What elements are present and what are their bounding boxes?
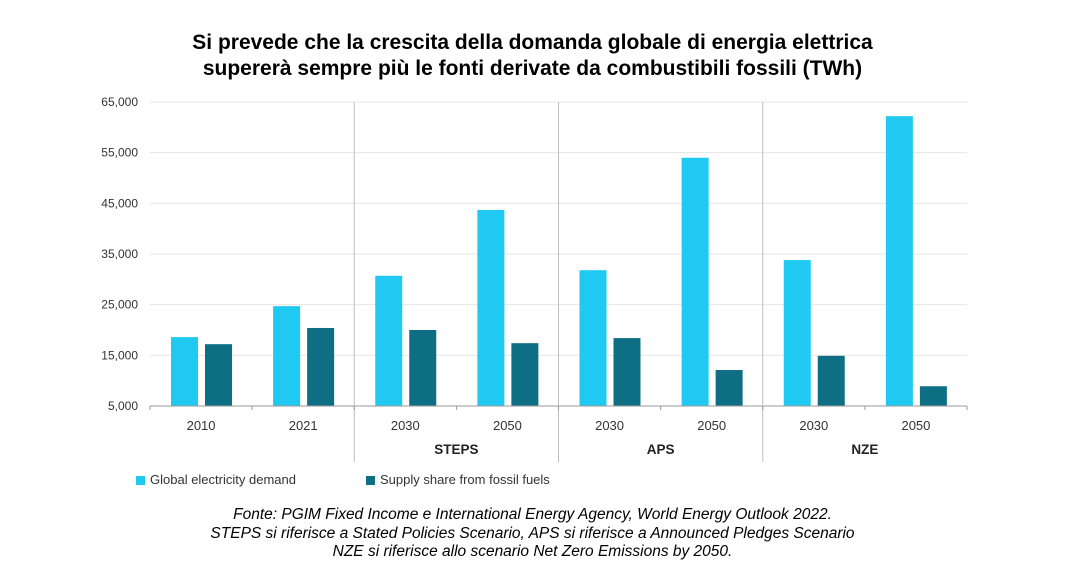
- bar-demand: [783, 260, 811, 406]
- legend-item-fossil: Supply share from fossil fuels: [366, 472, 550, 488]
- x-tick-label: 2050: [697, 418, 726, 433]
- legend-label: Global electricity demand: [150, 472, 296, 487]
- x-tick-label: 2030: [595, 418, 624, 433]
- y-tick-label: 15,000: [101, 348, 138, 362]
- bar-fossil: [817, 355, 845, 406]
- bar-demand: [885, 116, 913, 406]
- y-tick-label: 55,000: [101, 146, 138, 160]
- x-tick-label: 2021: [289, 418, 318, 433]
- bar-demand: [273, 306, 301, 406]
- y-tick-label: 5,000: [108, 399, 138, 413]
- bar-fossil: [613, 338, 641, 406]
- bar-demand: [579, 270, 607, 406]
- source-note-line: STEPS si riferisce a Stated Policies Sce…: [210, 524, 855, 542]
- bar-demand: [681, 157, 709, 406]
- bar-fossil: [307, 327, 335, 406]
- x-tick-label: 2030: [799, 418, 828, 433]
- group-label: STEPS: [434, 442, 478, 457]
- source-note: Fonte: PGIM Fixed Income e International…: [0, 506, 1065, 562]
- group-label: APS: [647, 442, 675, 457]
- x-tick-label: 2050: [901, 418, 930, 433]
- y-tick-label: 45,000: [101, 196, 138, 210]
- legend-label: Supply share from fossil fuels: [380, 472, 550, 487]
- bar-demand: [375, 275, 403, 406]
- y-tick-label: 25,000: [101, 298, 138, 312]
- legend-swatch: [366, 475, 375, 485]
- bar-demand: [477, 209, 505, 406]
- chart-title-line: Si prevede che la crescita della domanda…: [192, 31, 873, 54]
- group-label: NZE: [851, 442, 878, 457]
- y-tick-label: 35,000: [101, 247, 138, 261]
- legend-swatch: [136, 475, 145, 485]
- x-tick-label: 2030: [391, 418, 420, 433]
- source-note-line: Fonte: PGIM Fixed Income e International…: [233, 506, 832, 523]
- y-tick-label: 65,000: [101, 95, 138, 109]
- bar-fossil: [715, 370, 743, 406]
- bar-demand: [171, 337, 198, 406]
- chart-title-line: supererà sempre più le fonti derivate da…: [202, 57, 863, 80]
- legend-item-demand: Global electricity demand: [136, 472, 296, 488]
- bar-fossil: [205, 344, 232, 406]
- bar-fossil: [409, 330, 437, 406]
- chart-title: Si prevede che la crescita della domanda…: [0, 30, 1065, 82]
- source-note-line: NZE si riferisce allo scenario Net Zero …: [332, 543, 733, 560]
- x-tick-label: 2050: [493, 418, 522, 433]
- bar-fossil: [919, 386, 947, 406]
- bar-fossil: [511, 343, 539, 406]
- x-tick-label: 2010: [187, 418, 216, 433]
